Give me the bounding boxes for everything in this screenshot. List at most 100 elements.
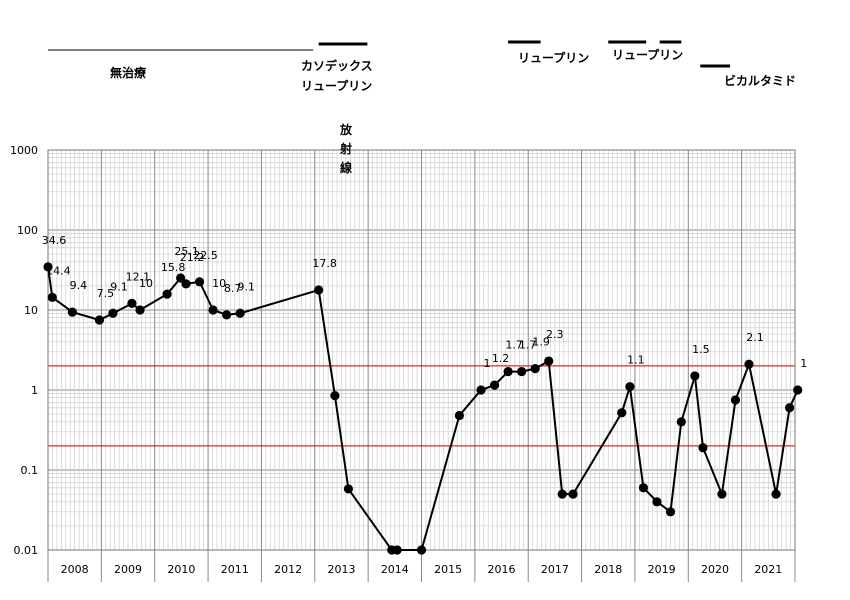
treatment-label: リュープリン	[301, 78, 372, 93]
data-label: 10	[139, 277, 153, 290]
reference-lines	[48, 365, 795, 447]
x-tick-label: 2016	[488, 563, 516, 576]
data-label: 34.6	[42, 234, 67, 247]
y-tick-label: 100	[17, 224, 38, 237]
data-label: 22.5	[193, 249, 218, 262]
data-point	[127, 298, 137, 308]
data-point	[108, 308, 118, 318]
data-label: 17.8	[312, 257, 337, 270]
data-point	[235, 308, 245, 318]
data-point	[503, 366, 513, 377]
data-label: 21.2	[180, 251, 205, 264]
data-point	[314, 285, 324, 295]
data-labels: 34.614.49.47.59.112.11015.825.121.222.51…	[42, 234, 807, 370]
data-point	[181, 279, 191, 289]
x-tick-label: 2011	[221, 563, 249, 576]
y-tick-label: 0.1	[21, 464, 39, 477]
x-tick-label: 2020	[701, 563, 729, 576]
y-tick-label: 1	[31, 384, 38, 397]
data-point	[676, 417, 686, 427]
x-tick-label: 2009	[114, 563, 142, 576]
data-point	[330, 391, 340, 401]
data-label: 10	[212, 277, 226, 290]
x-tick-label: 2021	[754, 563, 782, 576]
data-point	[416, 545, 427, 555]
data-point	[67, 307, 77, 317]
data-label: 1	[484, 357, 491, 370]
treatment-label: 放	[339, 122, 353, 137]
data-label: 9.1	[237, 280, 255, 293]
treatment-label: カソデックス	[301, 58, 373, 73]
data-label: 1.1	[627, 354, 645, 367]
series-line	[47, 266, 799, 551]
data-point	[652, 497, 662, 507]
data-label: 1.7	[519, 339, 537, 352]
data-label: 25.1	[174, 245, 199, 258]
data-point	[717, 489, 727, 499]
data-point	[784, 403, 795, 413]
data-label: 8.7	[224, 282, 242, 295]
data-label: 14.4	[46, 264, 71, 277]
x-tick-label: 2015	[434, 563, 462, 576]
grid	[47, 150, 796, 582]
data-point	[517, 366, 527, 377]
data-label: 9.1	[110, 280, 128, 293]
data-point	[625, 382, 635, 392]
data-point	[476, 385, 486, 395]
treatment-label: ビカルタミド	[724, 73, 796, 88]
data-point	[208, 305, 218, 315]
data-point	[135, 305, 145, 315]
axes: 1000 100 10 1 0.1 0.01 2008 2009 2010 2011 2012 201…	[10, 144, 796, 576]
data-label: 7.5	[97, 287, 115, 300]
data-point	[557, 489, 567, 499]
data-point	[489, 380, 500, 390]
data-label: 1.9	[532, 336, 550, 349]
data-point	[698, 443, 708, 453]
data-point	[222, 310, 232, 320]
data-point	[617, 408, 627, 418]
x-tick-label: 2010	[167, 563, 195, 576]
data-point	[730, 395, 741, 405]
data-point	[162, 289, 172, 299]
y-tick-label: 0.01	[14, 544, 39, 557]
data-point	[43, 262, 53, 272]
data-label: 2.3	[546, 328, 564, 341]
data-point	[744, 359, 754, 369]
treatment-label: 線	[340, 160, 352, 175]
x-tick-label: 2008	[61, 563, 89, 576]
data-point	[568, 489, 578, 499]
series-line-path	[47, 266, 799, 551]
data-label: 1	[800, 357, 807, 370]
treatment-label: 無治療	[110, 65, 146, 80]
treatment-label: リュープリン	[518, 50, 589, 65]
treatment-label: 射	[339, 141, 352, 156]
data-point	[638, 483, 649, 493]
data-point	[194, 277, 205, 287]
data-label: 12.1	[126, 270, 151, 283]
data-point	[793, 385, 803, 395]
data-label: 1.5	[692, 343, 710, 356]
y-tick-label: 1000	[10, 144, 38, 157]
data-label: 2.1	[746, 331, 764, 344]
data-label: 1.7	[505, 339, 523, 352]
x-tick-label: 2014	[381, 563, 409, 576]
data-point	[47, 292, 57, 302]
x-tick-label: 2017	[541, 563, 569, 576]
x-tick-label: 2012	[274, 563, 302, 576]
y-tick-label: 10	[24, 304, 38, 317]
data-point	[665, 507, 676, 517]
data-point	[530, 364, 540, 374]
x-tick-label: 2013	[327, 563, 355, 576]
data-label: 9.4	[70, 279, 88, 292]
data-point	[690, 371, 700, 381]
data-label: 1.2	[492, 352, 510, 365]
x-tick-label: 2018	[594, 563, 622, 576]
x-tick-label: 2019	[648, 563, 676, 576]
treatment-label: リュープリン	[612, 47, 683, 62]
data-point	[454, 410, 464, 421]
series-points	[43, 262, 803, 555]
data-point	[771, 489, 781, 499]
data-label: 15.8	[161, 261, 186, 274]
